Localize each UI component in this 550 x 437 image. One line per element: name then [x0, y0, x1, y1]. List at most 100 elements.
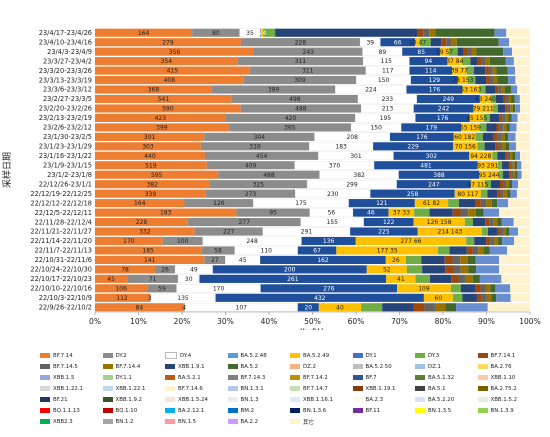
data-label: 408	[164, 77, 176, 84]
bar-segment	[240, 38, 361, 47]
bar-segment	[495, 142, 499, 151]
data-label: 79 211	[473, 106, 494, 113]
bar-segment	[486, 293, 492, 302]
data-label: 382	[147, 181, 159, 188]
data-label: 45	[239, 257, 247, 264]
bar-segment	[498, 170, 504, 179]
data-label: 243	[303, 49, 315, 56]
bar-segment	[460, 284, 476, 293]
data-label: 230	[327, 191, 339, 198]
bar-segment	[187, 217, 301, 227]
legend-label: BA.5.2.49	[303, 352, 330, 359]
bar-segment	[480, 189, 488, 198]
bar-segment	[260, 284, 398, 293]
legend-swatch	[40, 353, 50, 358]
bar-segment	[385, 255, 406, 265]
bar-segment	[508, 132, 516, 141]
bar-segment	[446, 38, 452, 47]
x-axis-title: 构成比	[299, 327, 326, 330]
bar-segment	[508, 113, 512, 123]
bar-segment	[503, 170, 510, 179]
y-tick-label: 23/4/3-23/4/9	[47, 48, 92, 56]
data-label: 388	[433, 172, 445, 179]
bar-segment	[444, 255, 453, 265]
legend-swatch	[102, 386, 113, 391]
data-label: 109	[418, 285, 430, 292]
bar-segment	[510, 161, 513, 170]
bar-segment	[95, 236, 163, 246]
legend-swatch	[40, 364, 50, 369]
bar-segment	[461, 123, 480, 132]
bar-segment	[95, 303, 184, 312]
legend-swatch	[227, 419, 238, 424]
bar-segment	[297, 303, 319, 312]
data-label: 200	[284, 267, 296, 274]
legend-label: BF.7.14.7	[303, 385, 328, 392]
data-label: 303	[142, 143, 154, 150]
data-label: 258	[407, 191, 419, 198]
legend-swatch	[227, 408, 238, 413]
legend-swatch	[477, 364, 488, 369]
bar-segment	[496, 66, 508, 75]
bar-segment	[452, 255, 461, 265]
bar-segment	[519, 94, 530, 104]
legend-label: XBB2.3	[53, 418, 73, 425]
data-label: 309	[294, 77, 306, 84]
data-label: 37 84	[446, 58, 463, 65]
legend-item: BA.5.2.20	[415, 394, 478, 405]
data-label: 93 291	[477, 162, 498, 169]
bar-segment	[413, 104, 474, 113]
data-label: 227	[223, 229, 235, 236]
chart: 采样日期 23/4/17-23/4/26 164 80 35 174 23/4/10-23/…	[1, 28, 541, 330]
bar-segment	[492, 66, 497, 75]
data-label: 135	[177, 295, 189, 302]
data-label: 301	[350, 153, 362, 160]
bar-segment	[211, 85, 336, 94]
legend-label: XBB.1.22.1	[115, 385, 146, 392]
legend-swatch	[40, 397, 50, 402]
bar-segment	[374, 161, 478, 170]
bar-segment	[498, 38, 510, 47]
bar-segment	[474, 236, 487, 246]
data-label: 94	[425, 58, 433, 65]
bar-segment	[386, 274, 416, 283]
bar-segment	[297, 246, 337, 255]
x-tick-label: 0%	[89, 317, 101, 326]
bar-segment	[493, 75, 498, 85]
bar-segment	[95, 274, 128, 283]
bar-segment	[518, 180, 530, 189]
data-label: 233	[382, 96, 394, 103]
y-tick-label: 22/11/7-22/11/13	[35, 247, 92, 255]
bar-segment	[507, 66, 516, 75]
bar-segment	[95, 28, 193, 37]
legend-swatch	[415, 386, 425, 391]
legend-swatch	[415, 364, 425, 369]
bar-segment	[497, 189, 501, 198]
bar-segment	[504, 132, 509, 141]
data-label: 541	[158, 96, 170, 103]
legend-swatch	[227, 397, 238, 402]
data-label: 129	[429, 77, 441, 84]
data-label: 183	[335, 143, 347, 150]
bar-segment	[423, 293, 453, 302]
data-label: 301	[144, 134, 156, 141]
bar-segment	[481, 57, 486, 66]
legend-item: DZ.1	[415, 361, 478, 372]
legend-item: BN.1.2	[102, 416, 166, 427]
bar-segment	[95, 94, 232, 104]
data-label: 339	[145, 191, 157, 198]
legend-item: BF.7.14.1	[477, 350, 541, 361]
bar-segment	[466, 66, 475, 75]
data-label: 70 156	[455, 143, 476, 150]
data-label: 78	[121, 267, 129, 274]
bar-segment	[452, 208, 461, 217]
data-label: 224	[365, 87, 377, 94]
bar-segment	[445, 265, 454, 274]
y-tick-label: 22/10/3-22/10/9	[39, 294, 92, 302]
data-label: 409	[245, 162, 257, 169]
bar-segment	[517, 161, 522, 170]
bar-segment	[486, 123, 497, 132]
data-label: 174	[255, 30, 267, 37]
bar-segment	[486, 199, 492, 208]
bar-segment	[471, 47, 477, 56]
